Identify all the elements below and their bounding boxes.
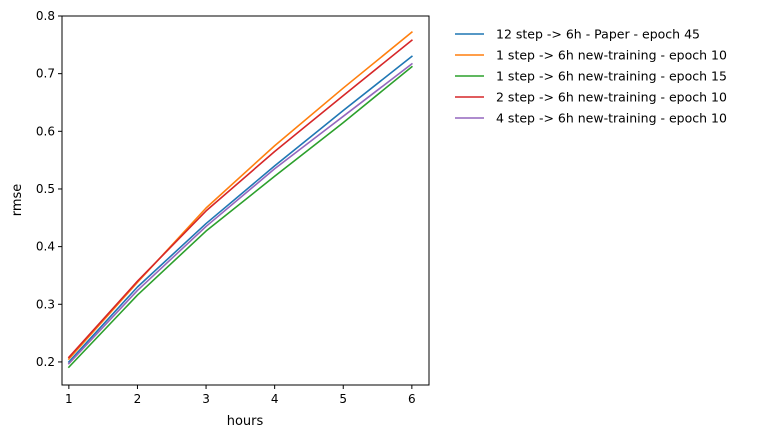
legend-label: 4 step -> 6h new-training - epoch 10 (496, 111, 727, 126)
x-tick-label: 1 (65, 392, 73, 406)
legend-item: 12 step -> 6h - Paper - epoch 45 (455, 27, 700, 42)
x-tick-label: 2 (134, 392, 142, 406)
legend-item: 2 step -> 6h new-training - epoch 10 (455, 90, 727, 105)
x-axis-label: hours (227, 414, 264, 429)
legend: 12 step -> 6h - Paper - epoch 45 1 step -… (455, 27, 727, 126)
y-tick-label: 0.6 (36, 124, 55, 138)
plot-frame (61, 15, 430, 386)
plot-lines (67, 31, 413, 369)
series-line-3 (67, 65, 413, 369)
series-line-4 (67, 39, 413, 359)
y-axis-label: rmse (10, 184, 25, 217)
legend-label: 1 step -> 6h new-training - epoch 15 (496, 69, 727, 84)
y-tick-label: 0.4 (36, 240, 55, 254)
x-axis: 1 2 3 4 5 6 (65, 385, 416, 406)
y-tick-label: 0.8 (36, 9, 55, 23)
legend-item: 1 step -> 6h new-training - epoch 15 (455, 69, 727, 84)
y-axis: 0.2 0.3 0.4 0.5 0.6 0.7 0.8 (36, 9, 62, 369)
series-line-2 (67, 31, 413, 361)
x-tick-label: 5 (339, 392, 347, 406)
x-tick-label: 3 (202, 392, 210, 406)
x-tick-label: 4 (271, 392, 279, 406)
y-tick-label: 0.3 (36, 297, 55, 311)
y-tick-label: 0.5 (36, 182, 55, 196)
y-tick-label: 0.2 (36, 355, 55, 369)
legend-label: 2 step -> 6h new-training - epoch 10 (496, 90, 727, 105)
series-line-1 (67, 55, 413, 364)
x-tick-label: 6 (408, 392, 416, 406)
legend-label: 1 step -> 6h new-training - epoch 10 (496, 48, 727, 63)
legend-item: 4 step -> 6h new-training - epoch 10 (455, 111, 727, 126)
y-tick-label: 0.7 (36, 67, 55, 81)
legend-label: 12 step -> 6h - Paper - epoch 45 (496, 27, 700, 42)
series-line-5 (67, 62, 413, 365)
legend-item: 1 step -> 6h new-training - epoch 10 (455, 48, 727, 63)
